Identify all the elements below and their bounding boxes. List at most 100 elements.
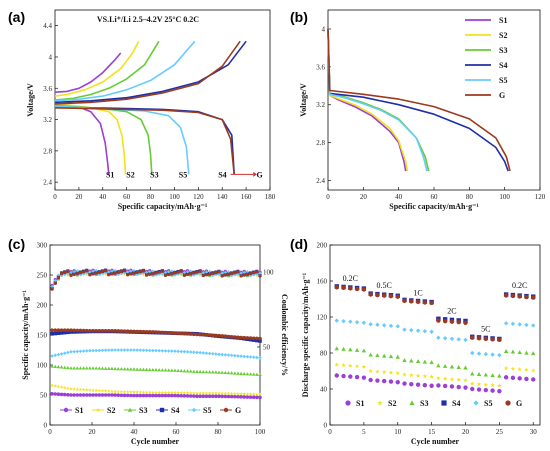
capacity-marker-S1 [214,394,218,399]
rate-label: 5C [481,324,490,333]
capacity-marker-S1 [154,393,158,398]
legend-label-S4: S4 [452,399,460,408]
efficiency-marker-S5 [75,269,79,273]
efficiency-marker-S5 [176,272,180,276]
capacity-marker-S1 [201,394,206,399]
capacity-marker-S2 [258,392,262,396]
efficiency-marker-G [204,273,209,277]
capacity-marker-S2 [119,389,124,394]
capacity-marker-S5 [69,350,73,354]
rate-marker-S2 [354,363,360,369]
efficiency-marker-S5 [50,284,54,289]
capacity-marker-S1 [245,395,250,399]
capacity-marker-S3 [78,366,83,370]
rate-marker-S1 [476,387,482,392]
legend-label-G: G [516,399,522,408]
capacity-marker-S5 [50,354,54,358]
capacity-marker-S3 [50,364,54,368]
rate-marker-G [361,287,367,292]
charge-curve-S4 [54,40,247,104]
rate-marker-S5 [381,323,387,328]
capacity-marker-S3 [166,368,171,372]
rate-marker-S2 [348,363,353,368]
efficiency-marker-S5 [211,273,215,278]
rate-marker-S2 [422,373,428,379]
capacity-marker-G [251,336,256,341]
rate-marker-S3 [490,373,495,378]
efficiency-marker-S5 [110,269,114,273]
capacity-marker-S3 [116,366,121,371]
legend-label-S5: S5 [484,399,492,408]
rate-marker-G [381,293,387,298]
y-tick-label: 100 [37,362,48,370]
efficiency-marker-G [135,270,139,275]
rate-marker-S2 [402,372,407,377]
efficiency-marker-G [63,270,67,275]
y-tick-label: 4 [49,53,53,61]
y-tick-label: 40 [320,386,328,394]
x-tick-label: 20 [462,428,470,436]
efficiency-marker-G [217,270,221,274]
efficiency-marker-S5 [182,271,186,275]
efficiency-marker-S5 [189,269,193,273]
legend-marker-S2 [95,407,101,412]
capacity-marker-S2 [239,391,243,396]
capacity-marker-G [78,328,83,333]
y-tick-label: 150 [37,332,48,340]
capacity-marker-S1 [248,395,253,399]
legend-label-S3: S3 [420,399,428,408]
capacity-marker-S5 [160,349,165,353]
efficiency-marker-S5 [94,268,98,273]
rate-marker-S2 [530,368,536,373]
rate-label: 2C [447,306,456,315]
capacity-marker-G [88,328,92,333]
capacity-marker-G [217,333,221,338]
capacity-marker-S3 [144,367,149,371]
capacity-marker-S5 [245,354,250,359]
rate-marker-G [503,293,509,298]
rate-marker-S2 [334,362,340,367]
efficiency-marker-G [129,272,133,276]
rate-marker-S3 [341,346,346,351]
y-tick-label: 3.2 [316,101,325,109]
capacity-marker-S2 [81,387,86,392]
capacity-marker-S2 [62,385,67,390]
efficiency-marker-G [69,273,73,277]
efficiency-marker-G [230,271,234,276]
capacity-marker-S5 [97,348,102,353]
y-tick-label: 120 [317,314,328,322]
capacity-marker-S2 [69,387,73,391]
x-axis-label: Cycle number [411,437,460,446]
capacity-marker-S3 [245,372,250,376]
capacity-marker-S4 [251,338,256,342]
rate-marker-S2 [463,377,468,383]
capacity-marker-G [176,331,180,336]
efficiency-marker-S5 [69,271,73,275]
capacity-marker-S1 [135,393,139,398]
y-tick-label: 200 [37,302,48,310]
curve-S4 [327,28,509,172]
legend-label-S1: S1 [356,399,364,408]
rate-marker-S3 [483,372,489,377]
capacity-marker-S1 [113,393,117,397]
capacity-marker-S1 [132,393,136,398]
efficiency-marker-S5 [85,271,89,275]
rate-marker-G [449,319,455,324]
charge-curve-S1 [54,52,122,93]
rate-marker-S5 [442,336,448,341]
x-tick-label: 100 [499,193,510,201]
y-tick-label: 0 [44,422,48,430]
capacity-marker-S5 [94,348,98,353]
curve-S2 [327,28,409,172]
rate-marker-S3 [449,364,455,369]
capacity-marker-S4 [255,338,259,343]
rate-marker-S3 [375,353,380,358]
rate-marker-G [368,292,373,297]
legend-label-S4: S4 [171,406,179,415]
rate-marker-G [456,320,461,325]
capacity-marker-S2 [97,388,102,393]
capacity-marker-S1 [220,394,224,399]
capacity-marker-G [229,334,234,339]
capacity-marker-S1 [138,393,143,398]
rate-marker-G [497,337,502,343]
